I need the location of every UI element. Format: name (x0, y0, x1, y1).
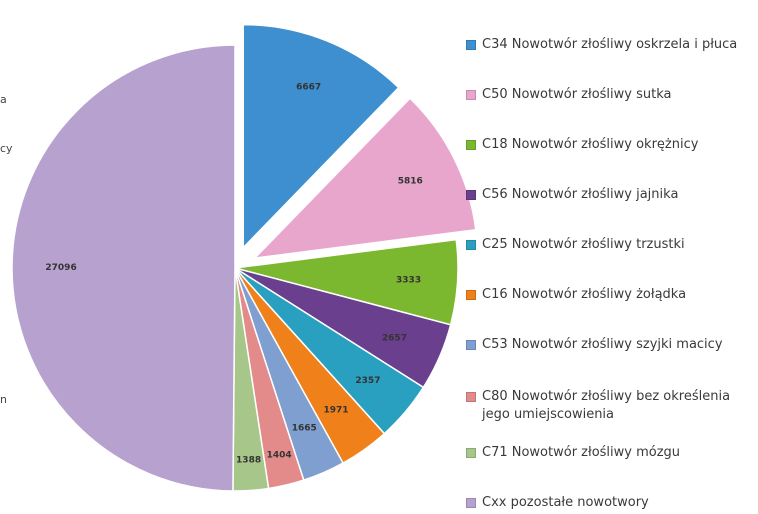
legend-swatch (466, 140, 476, 150)
legend-label: C71 Nowotwór złośliwy mózgu (482, 445, 681, 460)
legend-item: C71 Nowotwór złośliwy mózgu (466, 444, 756, 462)
legend-label: C56 Nowotwór złośliwy jajnika (482, 187, 679, 202)
pie-value-label: 1404 (267, 451, 292, 461)
legend-item: C80 Nowotwór złośliwy bez określenia jeg… (466, 388, 756, 424)
legend-swatch (466, 90, 476, 100)
legend-label: C16 Nowotwór złośliwy żołądka (482, 287, 687, 302)
cutoff-text: cy (0, 142, 13, 155)
legend-swatch (466, 392, 476, 402)
pie-value-label: 3333 (396, 275, 421, 285)
legend-swatch (466, 240, 476, 250)
legend-item: Cxx pozostałe nowotwory (466, 494, 756, 512)
pie-value-label: 27096 (45, 263, 76, 273)
legend-item: C53 Nowotwór złośliwy szyjki macicy (466, 336, 756, 354)
legend-swatch (466, 190, 476, 200)
cutoff-text: a (0, 93, 7, 106)
legend-item: C25 Nowotwór złośliwy trzustki (466, 236, 756, 254)
legend-label: C34 Nowotwór złośliwy oskrzela i płuca (482, 37, 738, 52)
legend-swatch (466, 40, 476, 50)
pie-slice (11, 44, 236, 492)
pie-value-label: 1665 (292, 424, 317, 434)
legend-swatch (466, 340, 476, 350)
legend-label: Cxx pozostałe nowotwory (482, 495, 649, 510)
legend-swatch (466, 448, 476, 458)
legend-label: C25 Nowotwór złośliwy trzustki (482, 237, 685, 252)
legend-label: C18 Nowotwór złośliwy okrężnicy (482, 137, 699, 152)
legend-item: C56 Nowotwór złośliwy jajnika (466, 186, 756, 204)
pie-value-label: 1971 (324, 406, 349, 416)
pie-slice (242, 23, 400, 250)
legend-item: C16 Nowotwór złośliwy żołądka (466, 286, 756, 304)
pie-slices (11, 23, 477, 492)
cutoff-text: n (0, 393, 7, 406)
pie-value-label: 2357 (355, 376, 380, 386)
legend-label: C80 Nowotwór złośliwy bez określenia jeg… (482, 389, 731, 422)
pie-value-label: 6667 (296, 82, 321, 92)
legend-swatch (466, 290, 476, 300)
pie-slice (252, 97, 477, 260)
pie-value-label: 1388 (236, 455, 261, 465)
legend-label: C53 Nowotwór złośliwy szyjki macicy (482, 337, 723, 352)
legend-item: C18 Nowotwór złośliwy okrężnicy (466, 136, 756, 154)
legend-item: C34 Nowotwór złośliwy oskrzela i płuca (466, 36, 756, 54)
pie-value-label: 2657 (382, 334, 407, 344)
pie-value-label: 5816 (398, 176, 423, 186)
pie-value-labels: 6667 5816 3333 2657 2357 1971 1665 1404 1388 2709… (45, 82, 422, 465)
legend-label: C50 Nowotwór złośliwy sutka (482, 87, 672, 102)
legend-swatch (466, 498, 476, 508)
legend-item: C50 Nowotwór złośliwy sutka (466, 86, 756, 104)
